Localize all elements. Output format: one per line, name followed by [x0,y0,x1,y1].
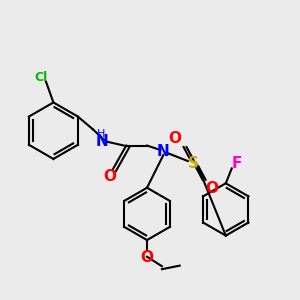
Text: H: H [98,129,106,139]
Text: S: S [188,156,199,171]
Text: Cl: Cl [34,71,47,84]
Text: O: O [205,181,218,196]
Text: O: O [140,250,154,266]
Text: O: O [103,169,116,184]
Text: O: O [168,131,181,146]
Text: N: N [95,134,108,149]
Text: F: F [232,156,242,171]
Text: N: N [157,144,170,159]
